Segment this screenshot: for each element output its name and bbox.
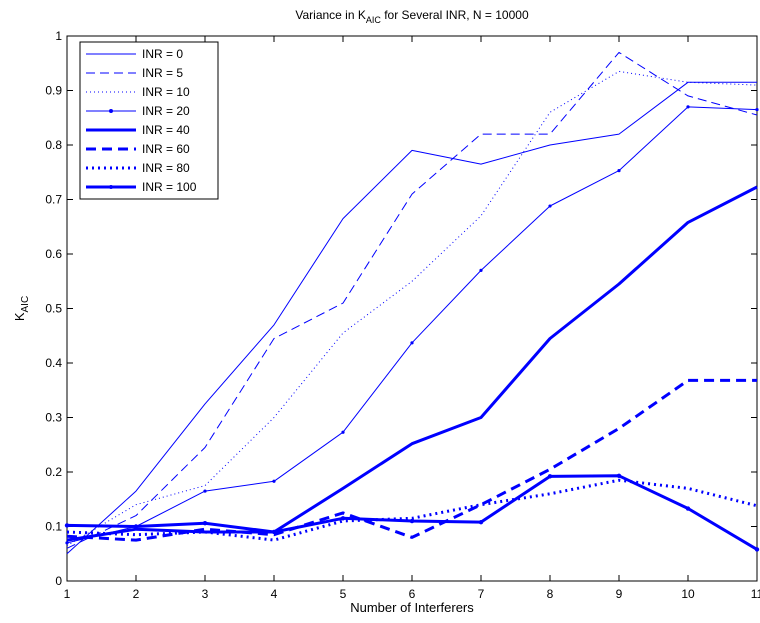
legend-label: INR = 80 [142,161,190,175]
x-tick-label: 5 [340,587,347,601]
series-point [479,268,483,272]
x-tick-label: 9 [616,587,623,601]
series-0 [66,81,757,555]
series-point [478,519,484,525]
series-7 [64,473,760,552]
x-axis-ticks: 1 2 3 4 5 6 7 8 9 10 11 [64,36,760,601]
x-tick-label: 8 [547,587,554,601]
series-point [754,547,760,552]
series-line [66,81,757,555]
x-tick-label: 2 [133,587,140,601]
x-tick-label: 1 [64,587,71,601]
y-axis-ticks: 0 0.1 0.2 0.3 0.4 0.5 0.6 0.7 0.8 0.9 1 [45,29,757,588]
legend-marker [109,185,113,189]
x-tick-label: 3 [202,587,209,601]
x-tick-label: 11 [751,587,760,601]
chart-title: Variance in KAIC for Several INR, N = 10… [295,8,529,25]
legend-label: INR = 5 [142,66,183,80]
y-tick-label: 0.7 [45,193,62,207]
legend-label: INR = 40 [142,123,190,137]
series-point [133,524,139,529]
series-1 [66,51,758,549]
legend-label: INR = 20 [142,104,190,118]
legend-box [79,41,219,200]
series-point [409,518,415,524]
x-tick-label: 4 [271,587,278,601]
series-point [202,521,208,526]
y-tick-label: 0.5 [45,302,62,316]
y-tick-label: 0.2 [45,465,62,479]
y-tick-label: 0 [55,574,62,588]
series-point [755,107,759,112]
x-tick-label: 6 [409,587,416,601]
chart-title-subscript: AIC [366,15,382,25]
y-axis-label-subscript: AIC [20,296,31,313]
series-layer [64,51,760,555]
series-point [685,506,691,511]
x-tick-label: 7 [478,587,485,601]
y-tick-label: 0.9 [45,84,62,98]
x-tick-label: 10 [681,587,695,601]
y-tick-label: 0.4 [45,356,62,370]
y-tick-label: 0.3 [45,411,62,425]
series-point [410,341,414,345]
series-point [272,479,276,483]
series-point [340,516,346,521]
series-point [64,523,70,528]
series-6 [66,478,758,542]
series-point [548,204,552,208]
x-axis-label: Number of Interferers [350,600,474,615]
series-line [66,70,758,547]
y-tick-label: 0.8 [45,138,62,152]
series-point [271,529,277,535]
y-tick-label: 0.6 [45,247,62,261]
series-point [547,474,553,479]
legend-label: INR = 100 [142,180,197,194]
legend-label: INR = 0 [142,47,183,61]
y-axis-label-main: K [12,312,27,321]
legend-marker [109,109,113,113]
series-point [341,430,345,434]
series-line [66,185,758,542]
series-point [65,541,69,545]
legend-label: INR = 10 [142,85,190,99]
chart-title-rest: for Several INR, N = 10000 [381,8,529,22]
chart-title-main: Variance in K [295,8,365,22]
series-2 [66,70,758,547]
legend: INR = 0 INR = 5 INR = 10 INR = 20 INR = 40 IN… [79,41,219,200]
series-line [66,478,758,542]
series-point [616,473,622,479]
series-point [203,489,207,493]
y-tick-label: 1 [55,29,62,43]
y-tick-label: 0.1 [45,520,62,534]
series-point [617,169,621,173]
series-line [66,51,758,549]
y-axis-label: KAIC [12,296,31,321]
legend-label: INR = 60 [142,142,190,156]
series-point [686,105,690,109]
series-4 [66,185,758,542]
